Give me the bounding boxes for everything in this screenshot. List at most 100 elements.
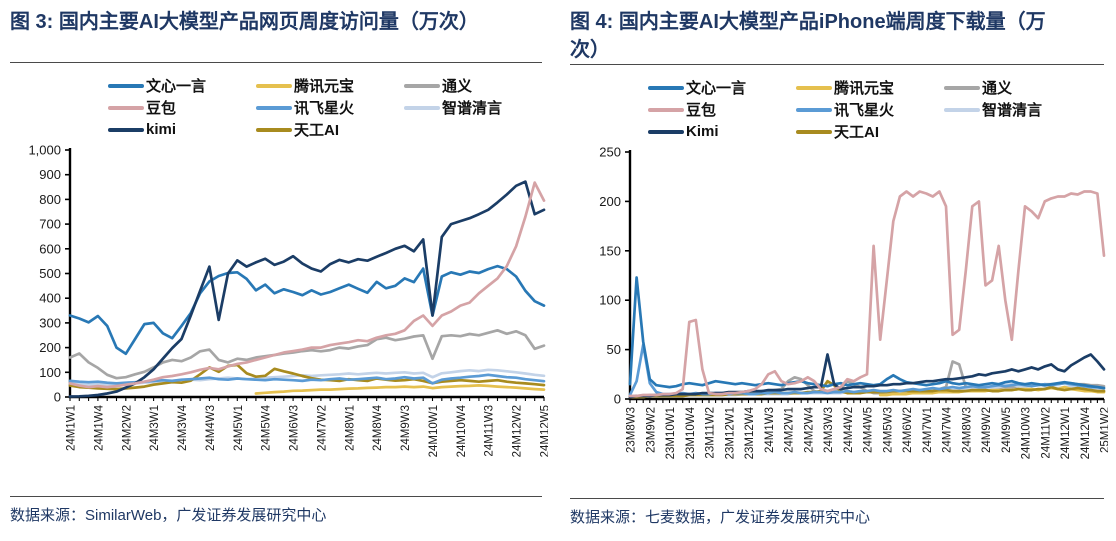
y-tick-label: 0 — [614, 392, 621, 407]
x-tick-label: 24M12W4 — [1080, 406, 1092, 459]
legend-item: 通义 — [944, 77, 1104, 98]
legend-label: 智谱清言 — [442, 100, 503, 117]
x-tick-label: 24M8W3 — [961, 407, 973, 453]
legend-swatch — [256, 127, 292, 132]
x-tick-label: 24M11W3 — [484, 405, 496, 457]
divider — [10, 62, 542, 63]
x-tick-label: 24M1W1 — [66, 405, 78, 451]
y-tick-label: 800 — [39, 192, 61, 207]
series-line — [628, 190, 1106, 398]
legend-swatch — [648, 107, 684, 112]
x-tick-label: 24M4W2 — [843, 407, 855, 453]
legend-item: 文心一言 — [648, 77, 796, 98]
report-figures-page: 图 3: 国内主要AI大模型产品网页周度访问量（万次） 文心一言 腾讯元宝 通义豆包… — [10, 11, 1112, 526]
x-tick-label: 24M10W1 — [428, 405, 440, 457]
legend-item: 豆包 — [108, 97, 256, 118]
divider — [570, 64, 1104, 65]
x-tick-label: 24M10W3 — [1021, 407, 1033, 459]
legend-label: 腾讯元宝 — [294, 78, 355, 95]
x-tick-label: 24M3W3 — [823, 407, 835, 453]
legend-swatch — [796, 129, 832, 134]
legend-swatch — [404, 105, 440, 110]
x-tick-label: 24M4W3 — [205, 405, 217, 451]
x-tick-label: 24M10W4 — [456, 404, 468, 457]
x-tick-label: 24M5W1 — [233, 405, 245, 451]
x-tick-label: 24M6W3 — [289, 405, 301, 451]
series-line — [628, 276, 1106, 390]
legend-swatch — [256, 83, 292, 88]
x-tick-label: 24M3W4 — [177, 404, 189, 451]
legend-swatch — [796, 85, 832, 90]
y-tick-label: 100 — [39, 365, 61, 380]
legend-item: 通义 — [404, 75, 542, 96]
x-tick-label: 23M10W1 — [665, 407, 677, 459]
figure-3-title: 图 3: 国内主要AI大模型产品网页周度访问量（万次） — [10, 11, 479, 33]
legend-item: 文心一言 — [108, 75, 256, 96]
y-tick-label: 600 — [39, 241, 61, 256]
legend-item: 腾讯元宝 — [256, 75, 404, 96]
figure-4-title: 图 4: 国内主要AI大模型产品iPhone端周度下载量（万次） — [570, 11, 1046, 61]
x-tick-label: 24M4W5 — [863, 407, 875, 453]
legend-swatch — [796, 107, 832, 112]
legend-label: 讯飞星火 — [834, 102, 895, 119]
x-tick-label: 24M6W2 — [902, 407, 914, 453]
legend-item: 豆包 — [648, 99, 796, 120]
x-tick-label: 24M5W4 — [261, 404, 273, 451]
divider — [570, 498, 1104, 499]
x-tick-label: 24M9W5 — [1001, 407, 1013, 453]
legend-label: 豆包 — [146, 100, 177, 117]
y-tick-label: 50 — [607, 342, 621, 357]
legend-label: 豆包 — [686, 102, 717, 119]
series-line — [68, 181, 546, 389]
figure-3-chart-area: 0 100 200 300 400 500 600 700 800 900 1,000 24M1W1 2… — [10, 142, 551, 496]
y-tick-label: 250 — [599, 145, 621, 160]
legend-swatch — [108, 83, 144, 88]
x-tick-label: 24M1W4 — [93, 404, 105, 451]
x-tick-label: 24M2W4 — [803, 406, 815, 453]
y-tick-label: 300 — [39, 315, 61, 330]
series-line — [68, 363, 546, 391]
x-tick-label: 24M8W4 — [372, 404, 384, 451]
x-tick-label: 24M9W3 — [400, 405, 412, 451]
legend-label: 文心一言 — [146, 78, 207, 95]
legend-label: 通义 — [442, 78, 473, 95]
figure-4-source: 数据来源：七麦数据，广发证券发展研究中心 — [570, 509, 871, 526]
x-tick-label: 23M11W2 — [705, 407, 717, 459]
legend-swatch — [944, 85, 980, 90]
legend-item: 讯飞星火 — [796, 99, 944, 120]
x-tick-label: 24M12W1 — [1060, 407, 1072, 459]
x-tick-label: 24M7W2 — [316, 405, 328, 451]
x-tick-label: 24M8W1 — [344, 405, 356, 451]
x-tick-label: 24M7W4 — [942, 406, 954, 453]
x-tick-label: 24M2W1 — [784, 407, 796, 453]
figure-3-source: 数据来源：SimilarWeb，广发证券发展研究中心 — [10, 507, 327, 524]
legend-swatch — [404, 83, 440, 88]
x-tick-label: 24M2W2 — [121, 405, 133, 451]
legend-swatch — [944, 107, 980, 112]
y-tick-label: 200 — [39, 340, 61, 355]
legend-label: 文心一言 — [686, 80, 747, 97]
x-tick-label: 25M1W2 — [1100, 407, 1109, 453]
legend-label: 天工AI — [294, 122, 340, 139]
x-tick-label: 24M9W2 — [981, 407, 993, 453]
x-tick-label: 24M12W5 — [540, 405, 549, 457]
figure-3-legend: 文心一言 腾讯元宝 通义豆包 讯飞星火 智谱清言 kimi 天工AI — [108, 75, 542, 140]
legend-item: 腾讯元宝 — [796, 77, 944, 98]
x-tick-label: 24M3W1 — [149, 405, 161, 451]
legend-label: 天工AI — [834, 124, 880, 141]
legend-swatch — [256, 105, 292, 110]
figure-4-legend: 文心一言 腾讯元宝 通义 豆包 讯飞星火 智谱清言 Kimi 天工AI — [648, 77, 1104, 142]
y-tick-label: 150 — [599, 243, 621, 258]
legend-label: 讯飞星火 — [294, 100, 355, 117]
series-line — [68, 180, 546, 398]
legend-item: kimi — [108, 119, 256, 140]
legend-label: 通义 — [982, 80, 1013, 97]
legend-item: 讯飞星火 — [256, 97, 404, 118]
series-line — [68, 264, 546, 356]
y-tick-label: 0 — [54, 390, 61, 405]
y-tick-label: 100 — [599, 293, 621, 308]
legend-item: 天工AI — [256, 119, 404, 140]
legend-swatch — [648, 85, 684, 90]
legend-label: Kimi — [686, 123, 719, 140]
x-tick-label: 23M12W1 — [724, 407, 736, 459]
